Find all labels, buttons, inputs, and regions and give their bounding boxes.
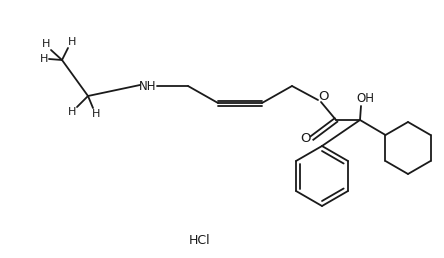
Text: O: O [318,91,328,103]
Text: OH: OH [356,92,374,104]
Text: H: H [40,54,48,64]
Text: H: H [42,39,50,49]
Text: H: H [92,109,100,119]
Text: H: H [68,107,76,117]
Text: HCl: HCl [189,233,211,246]
Text: NH: NH [139,79,157,93]
Text: H: H [68,37,76,47]
Text: O: O [300,132,310,144]
